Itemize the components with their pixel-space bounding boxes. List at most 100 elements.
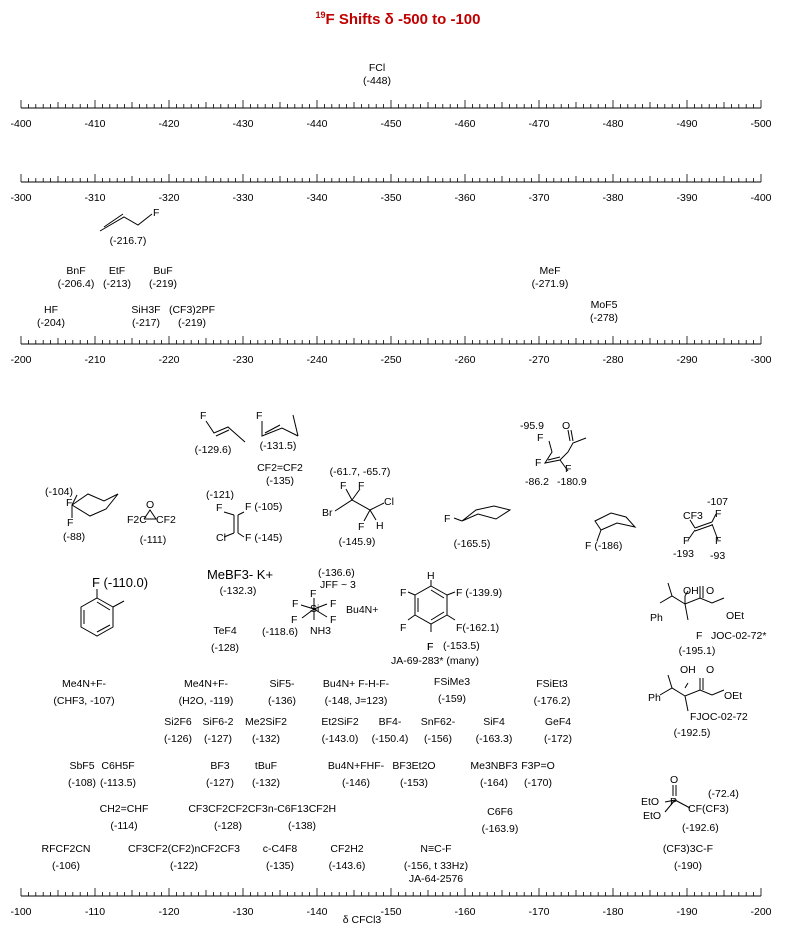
fcl-label: FCl (-448): [362, 62, 392, 87]
allyl-fluoride-bonds: [99, 213, 153, 232]
difluorocyclohexane-f2: F: [67, 517, 74, 529]
enone-o: O: [562, 420, 571, 432]
propene-z-f: F: [256, 410, 263, 422]
fsiet3-label: FSiEt3 (-176.2): [533, 678, 571, 707]
tick-label: -110: [84, 906, 106, 918]
pentafluorobenzene-f3: F: [400, 622, 407, 634]
etf-label: EtF (-213): [102, 265, 132, 290]
ester1-oh: OH: [683, 585, 699, 597]
mof5-label: MoF5 (-278): [589, 299, 619, 324]
tick-label: -500: [750, 118, 772, 130]
pentafluorobenzene-ref: JA-69-283* (many): [390, 655, 480, 667]
tick-label: -190: [676, 906, 698, 918]
tick-label: -280: [602, 354, 624, 366]
tick-label: -350: [380, 192, 402, 204]
fluorocyclohexane-eq-ring: [461, 505, 512, 522]
me2sif2-label: Me2SiF2 (-132): [244, 716, 288, 745]
trifluorovinyl-f3: F (-145): [245, 532, 283, 544]
pentafluorobenzene-f2: F (-139.9): [456, 587, 503, 599]
ester1-oet: OEt: [726, 610, 745, 622]
epoxide-ring: [143, 509, 157, 520]
pentafluorobenzene-f1: F: [400, 587, 407, 599]
mebf3-label: MeBF3- K+: [206, 567, 274, 582]
chart-title: 19F Shifts δ -500 to -100: [315, 10, 481, 28]
phosphonate-o: O: [670, 774, 679, 786]
propene-e-shift: (-129.6): [194, 444, 232, 456]
fsime3-label: FSiMe3 (-159): [433, 676, 471, 705]
perfluorocyclobutane-label: c-C4F8 (-135): [262, 843, 298, 872]
hf-label: HF (-204): [36, 304, 66, 329]
pentafluorobenzene-f4: F(-162.1): [456, 622, 500, 634]
silicate-si: Si: [310, 603, 320, 615]
mef-label: MeF (-271.9): [531, 265, 569, 290]
silicate-f-right: F: [330, 598, 337, 610]
halopropane-f1: F: [340, 480, 347, 492]
tick-label: -260: [454, 354, 476, 366]
bu4n-bifluoride-label: Bu4N+ F-H-F- (-148, J=123): [322, 678, 390, 707]
tick-label: -450: [380, 118, 402, 130]
halopropane-f2: F: [358, 480, 365, 492]
pentafluorobenzene-shift-3: (-153.5): [443, 640, 480, 652]
phosphonate-eto-1: EtO: [641, 796, 660, 808]
silicate-shift-2: (-118.6): [262, 626, 298, 638]
difluorocyclohexane-ring: [71, 493, 119, 517]
tick-label: -240: [306, 354, 328, 366]
ester2-oh: OH: [680, 664, 696, 676]
ester2-o: O: [706, 664, 715, 676]
allyl-fluoride-shift: (-216.7): [109, 235, 147, 247]
halopropane-bonds: [334, 499, 385, 512]
tick-label: -400: [10, 118, 32, 130]
tick-label: -320: [158, 192, 180, 204]
epoxide-o: O: [146, 499, 155, 511]
tick-label: -220: [158, 354, 180, 366]
buf-label: BuF (-219): [148, 265, 178, 290]
silicate-coupling: JFF ~ 3: [320, 579, 356, 591]
cf2cf2-label: CF2=CF2 (-135): [257, 462, 303, 487]
phosphonate-p: P: [670, 796, 678, 808]
tick-label: -100: [10, 906, 32, 918]
propene-z-bonds: [261, 421, 299, 437]
fluorocyclohexane-ax-ring: [594, 512, 637, 531]
tick-label: -330: [232, 192, 254, 204]
tick-label: -150: [380, 906, 402, 918]
enone-f1: F: [537, 432, 544, 444]
silicate-shift-1: (-136.6): [318, 567, 355, 579]
pentafluorobenzene-f6: F: [427, 641, 434, 653]
propene-e-f: F: [200, 410, 207, 422]
cyanogen-fluoride-label: N≡C-F (-156, t 33Hz) JA-64-2576: [403, 843, 469, 885]
silicate-counterion: Bu4N+: [346, 604, 379, 616]
bf3-label: BF3 (-127): [205, 760, 235, 789]
silicate-f-br: F: [330, 614, 337, 626]
et2sif2-label: Et2SiF2 (-143.0): [321, 716, 359, 745]
trifluorovinyl-f2: F (-105): [245, 501, 283, 513]
tef4-label: TeF4 (-128): [210, 625, 240, 654]
ester2-bonds: [659, 687, 725, 697]
ester1-ref: JOC-02-72*: [711, 630, 767, 642]
enone-shift-3: -180.9: [557, 476, 587, 488]
f3po-label: F3P=O (-170): [521, 760, 555, 789]
propene-z-shift: (-131.5): [259, 440, 297, 452]
halopropane-shift-1: (-61.7, -65.7): [329, 466, 391, 478]
ester1-shift: (-195.1): [678, 645, 716, 657]
tick-label: -340: [306, 192, 328, 204]
tick-label: -480: [602, 118, 624, 130]
bf4-label: BF4- (-150.4): [371, 716, 409, 745]
fluorotoluene-ring: [80, 597, 114, 637]
tick-label: -430: [232, 118, 254, 130]
si2f6-label: Si2F6 (-126): [163, 716, 193, 745]
gef4-label: GeF4 (-172): [543, 716, 573, 745]
silicate-f-top: F: [310, 588, 317, 600]
allyl-fluoride-f: F: [153, 207, 160, 219]
trifluorovinyl-shift-1: (-121): [206, 489, 235, 501]
difluorocyclohexane-f1: F: [66, 497, 73, 509]
cf3-alkene-shift-1: -107: [707, 496, 729, 508]
tick-label: -310: [84, 192, 106, 204]
tick-label: -250: [380, 354, 402, 366]
tick-label: -290: [676, 354, 698, 366]
tick-label: -470: [528, 118, 550, 130]
tick-label: -370: [528, 192, 550, 204]
tick-label: -460: [454, 118, 476, 130]
enone-f2: F: [535, 457, 542, 469]
